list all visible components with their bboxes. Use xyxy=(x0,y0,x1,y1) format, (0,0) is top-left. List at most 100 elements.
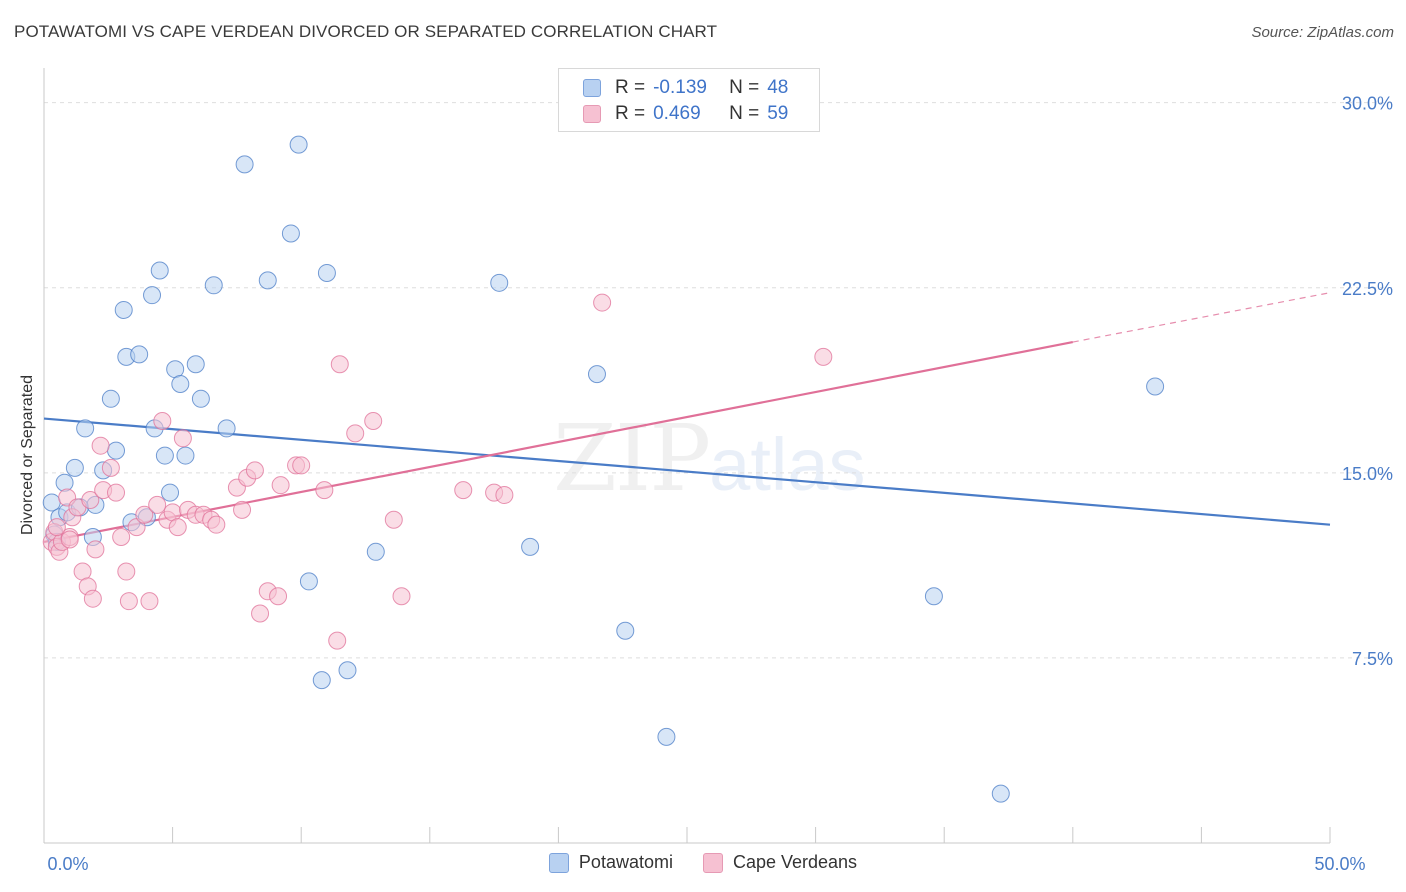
point-cape-verdeans xyxy=(140,592,159,611)
grid-lines xyxy=(44,102,1392,659)
y-tick-label: 15.0% xyxy=(1342,464,1393,484)
point-potawatomi xyxy=(281,224,300,243)
point-potawatomi xyxy=(490,273,509,292)
legend-n-value: 48 xyxy=(767,77,789,98)
point-cape-verdeans xyxy=(364,412,383,431)
chart-source: Source: ZipAtlas.com xyxy=(1251,24,1394,41)
legend-r-label: R = xyxy=(615,77,646,98)
point-potawatomi xyxy=(299,572,318,591)
point-cape-verdeans xyxy=(495,486,514,505)
correlation-legend: R = -0.139 N = 48 R = 0.469 N = 59 xyxy=(558,68,820,132)
point-potawatomi xyxy=(65,458,84,477)
legend-swatch-potawatomi xyxy=(583,79,601,97)
tick-labels: 7.5% 15.0% 22.5% 30.0% 0.0% 50.0% xyxy=(47,94,1393,874)
series-label-potawatomi: Potawatomi xyxy=(578,852,673,872)
watermark: ZIPatlas xyxy=(553,405,865,512)
series-legend-cape-verdeans: Cape Verdeans xyxy=(702,852,858,873)
series-legend: Potawatomi Cape Verdeans xyxy=(0,852,1406,873)
point-potawatomi xyxy=(289,135,308,154)
data-points xyxy=(42,135,1165,803)
point-cape-verdeans xyxy=(83,589,102,608)
series-legend-potawatomi: Potawatomi xyxy=(548,852,673,873)
point-potawatomi xyxy=(161,483,180,502)
point-potawatomi xyxy=(186,355,205,374)
legend-r-label: R = xyxy=(615,103,646,124)
point-potawatomi xyxy=(150,261,169,280)
legend-r-value: -0.139 xyxy=(653,77,707,98)
point-potawatomi xyxy=(204,276,223,295)
point-cape-verdeans xyxy=(101,458,120,477)
point-cape-verdeans xyxy=(91,436,110,455)
point-cape-verdeans xyxy=(384,510,403,529)
point-cape-verdeans xyxy=(330,355,349,374)
point-cape-verdeans xyxy=(593,293,612,312)
point-potawatomi xyxy=(991,784,1010,803)
point-potawatomi xyxy=(101,389,120,408)
point-cape-verdeans xyxy=(328,631,347,650)
point-potawatomi xyxy=(130,345,149,364)
point-cape-verdeans xyxy=(86,540,105,559)
point-cape-verdeans xyxy=(47,518,66,537)
point-potawatomi xyxy=(521,537,540,556)
point-potawatomi xyxy=(338,661,357,680)
point-cape-verdeans xyxy=(251,604,270,623)
point-potawatomi xyxy=(114,300,133,319)
point-cape-verdeans xyxy=(168,518,187,537)
point-cape-verdeans xyxy=(117,562,136,581)
point-cape-verdeans xyxy=(346,424,365,443)
point-potawatomi xyxy=(217,419,236,438)
point-potawatomi xyxy=(312,671,331,690)
trend-lines xyxy=(43,292,1331,544)
legend-r-value: 0.469 xyxy=(653,103,701,124)
point-potawatomi xyxy=(143,286,162,305)
point-cape-verdeans xyxy=(119,592,138,611)
point-cape-verdeans xyxy=(245,461,264,480)
point-potawatomi xyxy=(657,727,676,746)
trend-line-potawatomi xyxy=(43,417,1331,526)
point-cape-verdeans xyxy=(392,587,411,606)
series-label-cape-verdeans: Cape Verdeans xyxy=(732,852,858,872)
point-cape-verdeans xyxy=(233,500,252,519)
point-potawatomi xyxy=(76,419,95,438)
point-potawatomi xyxy=(1146,377,1165,396)
point-potawatomi xyxy=(258,271,277,290)
series-swatch-potawatomi xyxy=(548,852,569,873)
point-potawatomi xyxy=(317,263,336,282)
point-cape-verdeans xyxy=(148,495,167,514)
point-cape-verdeans xyxy=(814,347,833,366)
axes xyxy=(43,68,1331,844)
point-cape-verdeans xyxy=(315,481,334,500)
legend-swatch-cape-verdeans xyxy=(583,105,601,123)
point-potawatomi xyxy=(171,375,190,393)
point-cape-verdeans xyxy=(454,481,473,500)
point-potawatomi xyxy=(616,621,635,640)
legend-row-potawatomi: R = -0.139 N = 48 xyxy=(583,75,788,101)
watermark-zip: ZIP xyxy=(553,405,711,512)
point-potawatomi xyxy=(42,493,61,512)
legend-row-cape-verdeans: R = 0.469 N = 59 xyxy=(583,101,788,127)
y-tick-label: 30.0% xyxy=(1342,94,1393,114)
x-tick-label: 50.0% xyxy=(1314,854,1365,874)
point-cape-verdeans xyxy=(81,490,100,509)
legend-n-value: 59 xyxy=(767,103,789,124)
point-potawatomi xyxy=(235,155,254,174)
point-cape-verdeans xyxy=(107,483,126,502)
y-tick-label: 22.5% xyxy=(1342,279,1393,299)
series-swatch-cape-verdeans xyxy=(702,852,723,873)
trend-line-cape-verdeans xyxy=(43,340,1074,544)
point-cape-verdeans xyxy=(292,456,311,475)
point-potawatomi xyxy=(55,473,74,492)
legend-n-label: N = xyxy=(729,77,760,98)
point-cape-verdeans xyxy=(269,587,288,606)
point-potawatomi xyxy=(366,542,385,561)
point-cape-verdeans xyxy=(207,515,226,534)
point-cape-verdeans xyxy=(153,412,172,431)
point-potawatomi xyxy=(587,365,606,384)
point-potawatomi xyxy=(924,587,943,606)
point-potawatomi xyxy=(176,446,195,465)
x-tick-label: 0.0% xyxy=(47,854,88,874)
point-potawatomi xyxy=(191,389,210,408)
point-cape-verdeans xyxy=(173,429,192,448)
point-cape-verdeans xyxy=(135,505,154,524)
